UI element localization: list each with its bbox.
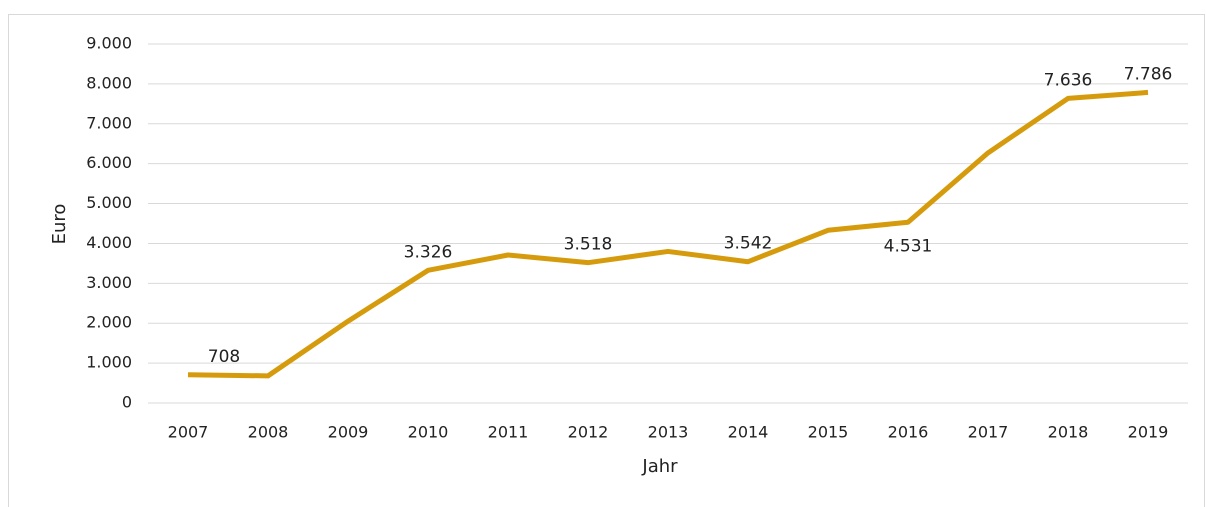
y-tick-label: 6.000 bbox=[86, 153, 132, 172]
data-label: 3.542 bbox=[724, 234, 773, 254]
y-tick-label: 4.000 bbox=[86, 233, 132, 252]
data-label: 4.531 bbox=[884, 236, 933, 256]
y-tick-label: 3.000 bbox=[86, 273, 132, 292]
y-axis-title: Euro bbox=[49, 204, 70, 245]
x-tick-label: 2014 bbox=[728, 423, 769, 442]
x-tick-label: 2011 bbox=[488, 423, 529, 442]
y-tick-label: 1.000 bbox=[86, 353, 132, 372]
x-tick-label: 2017 bbox=[968, 423, 1009, 442]
x-tick-label: 2010 bbox=[408, 423, 449, 442]
data-label: 7.786 bbox=[1124, 64, 1173, 84]
y-tick-label: 9.000 bbox=[86, 34, 132, 53]
y-tick-label: 8.000 bbox=[86, 73, 132, 92]
x-tick-label: 2009 bbox=[328, 423, 369, 442]
data-label: 708 bbox=[208, 347, 240, 367]
x-axis-title: Jahr bbox=[641, 456, 678, 477]
x-tick-label: 2012 bbox=[568, 423, 609, 442]
data-label: 3.326 bbox=[404, 242, 453, 262]
x-tick-label: 2018 bbox=[1048, 423, 1089, 442]
data-label: 3.518 bbox=[564, 235, 613, 255]
line-series bbox=[187, 89, 1149, 379]
y-tick-label: 7.000 bbox=[86, 113, 132, 132]
x-tick-label: 2015 bbox=[808, 423, 849, 442]
chart-frame bbox=[8, 14, 1205, 507]
x-tick-label: 2019 bbox=[1128, 423, 1169, 442]
x-tick-label: 2016 bbox=[888, 423, 929, 442]
x-tick-label: 2013 bbox=[648, 423, 689, 442]
data-label: 7.636 bbox=[1044, 70, 1093, 90]
x-tick-label: 2007 bbox=[168, 423, 209, 442]
x-tick-label: 2008 bbox=[248, 423, 289, 442]
y-tick-label: 2.000 bbox=[86, 313, 132, 332]
y-tick-label: 0 bbox=[122, 393, 132, 412]
y-tick-label: 5.000 bbox=[86, 193, 132, 212]
